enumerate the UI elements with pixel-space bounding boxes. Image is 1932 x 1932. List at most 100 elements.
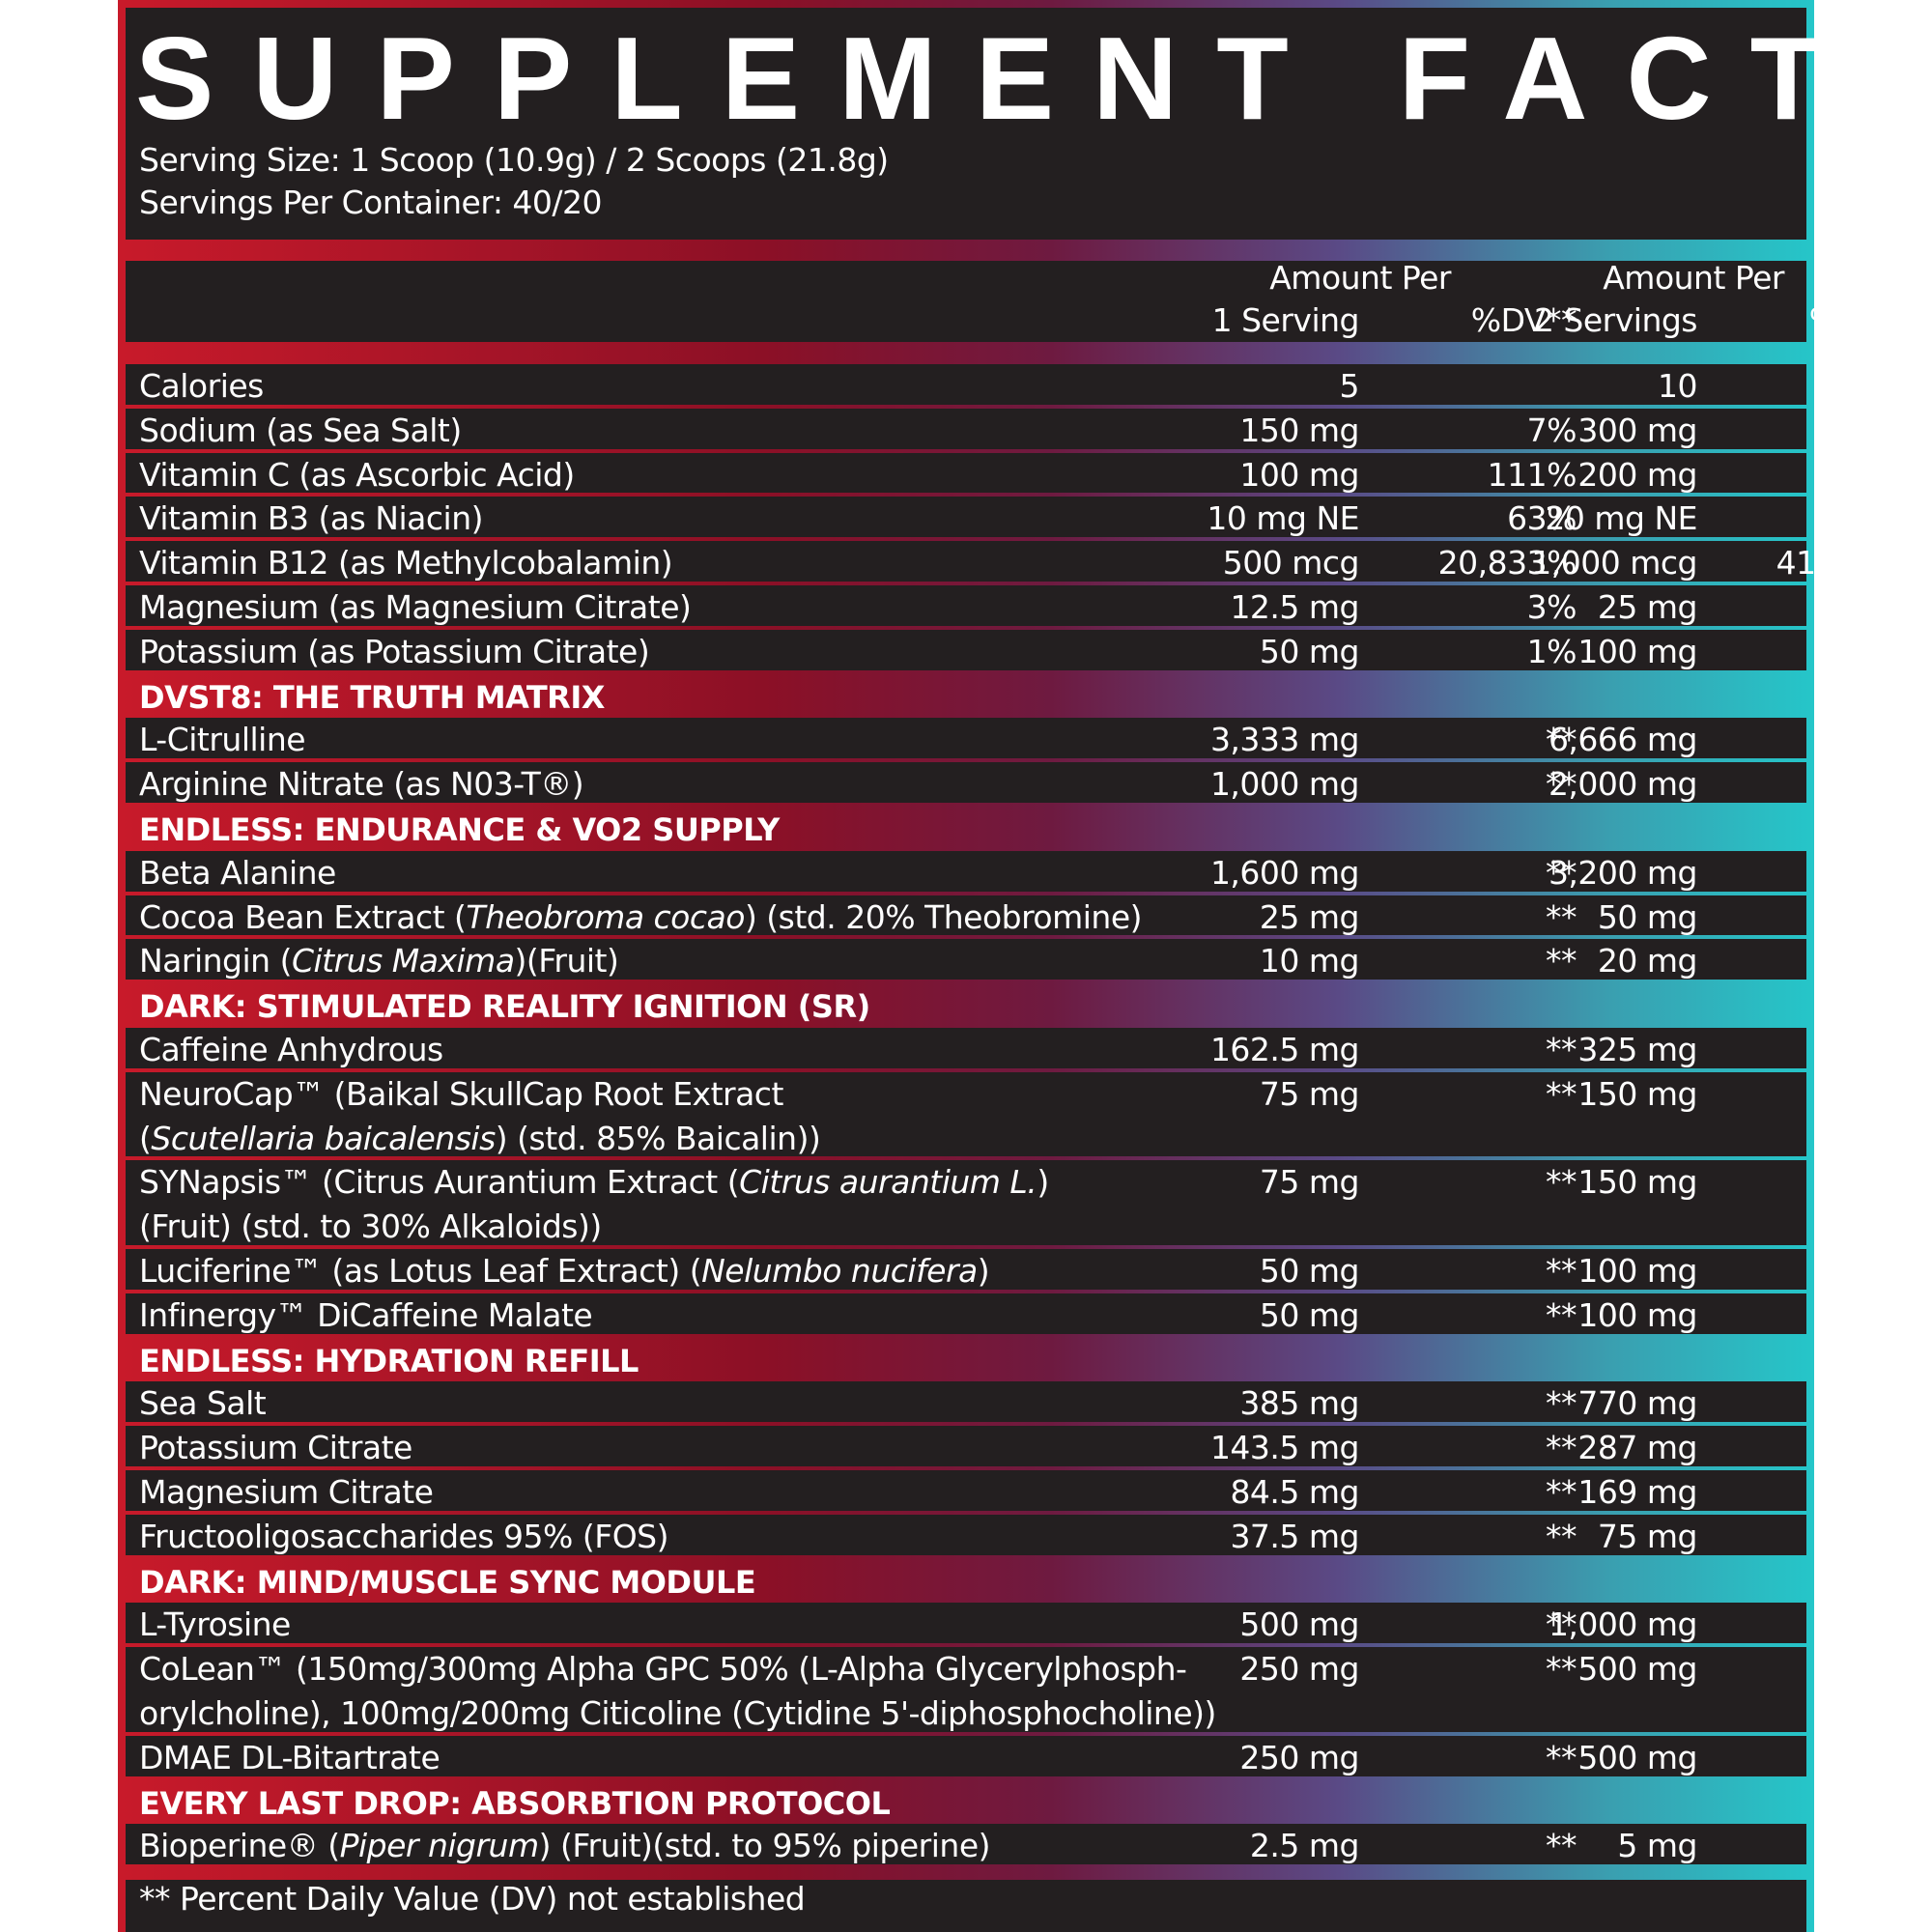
section-heading: ENDLESS: ENDURANCE & VO2 SUPPLY bbox=[139, 811, 780, 848]
dv-2-servings: ** bbox=[1884, 853, 1916, 892]
amount-1-header-line1: Amount Per bbox=[1269, 259, 1451, 297]
servings-per-container: Servings Per Container: 40/20 bbox=[139, 184, 603, 221]
ingredient-name: L-Citrulline bbox=[139, 721, 306, 759]
dv-1-serving: ** bbox=[1546, 1074, 1577, 1113]
section-heading: DARK: MIND/MUSCLE SYNC MODULE bbox=[139, 1563, 756, 1601]
ingredient-name: SYNapsis™ (Citrus Aurantium Extract (Cit… bbox=[139, 1163, 1049, 1202]
ingredient-name: Infinergy™ DiCaffeine Malate bbox=[139, 1295, 593, 1334]
amount-per-1-serving: 100 mg bbox=[1239, 455, 1359, 494]
dv-1-serving: ** bbox=[1546, 1031, 1577, 1068]
dv-1-serving: ** bbox=[1546, 1827, 1577, 1865]
dv-1-serving: ** bbox=[1546, 1429, 1577, 1467]
dv-2-servings: 2% bbox=[1864, 632, 1916, 670]
dv-2-servings: ** bbox=[1884, 942, 1916, 980]
dv-2-servings: ** bbox=[1884, 1163, 1916, 1202]
amount-per-1-serving: 50 mg bbox=[1259, 1295, 1360, 1334]
ingredient-name: L-Tyrosine bbox=[139, 1605, 291, 1644]
ingredient-name: Caffeine Anhydrous bbox=[139, 1031, 443, 1068]
amount-per-1-serving: 385 mg bbox=[1239, 1384, 1359, 1423]
ingredient-name: Sodium (as Sea Salt) bbox=[139, 411, 462, 449]
dv-1-serving: ** bbox=[1546, 942, 1577, 980]
dv-2-servings: ** bbox=[1884, 1827, 1916, 1865]
amount-per-1-serving: 12.5 mg bbox=[1230, 588, 1359, 626]
ingredient-name: Potassium (as Potassium Citrate) bbox=[139, 632, 650, 670]
amount-per-2-servings: 300 mg bbox=[1577, 411, 1697, 449]
dv-2-servings: ** bbox=[1884, 897, 1916, 936]
dv-2-servings: ** bbox=[1884, 1031, 1916, 1068]
amount-per-1-serving: 250 mg bbox=[1239, 1738, 1359, 1776]
ingredient-name-continued: (Fruit) (std. to 30% Alkaloids)) bbox=[139, 1208, 602, 1246]
amount-per-1-serving: 500 mg bbox=[1239, 1605, 1359, 1644]
table-row bbox=[126, 1514, 1806, 1555]
supplement-facts-panel: SUPPLEMENT FACTS Serving Size: 1 Scoop (… bbox=[118, 0, 1932, 1932]
amount-per-2-servings: 75 mg bbox=[1597, 1517, 1698, 1555]
amount-per-1-serving: 500 mcg bbox=[1222, 544, 1360, 582]
amount-per-1-serving: 1,000 mg bbox=[1209, 765, 1360, 804]
section-heading: ENDLESS: HYDRATION REFILL bbox=[139, 1342, 639, 1379]
amount-per-1-serving: 75 mg bbox=[1259, 1074, 1360, 1113]
amount-per-2-servings: 10 bbox=[1658, 367, 1698, 405]
amount-per-2-servings: 169 mg bbox=[1577, 1473, 1697, 1511]
table-row bbox=[126, 1470, 1806, 1511]
dv-1-header: %DV** bbox=[1470, 301, 1577, 339]
dv-2-servings: 125% bbox=[1825, 499, 1916, 538]
dv-2-servings: ** bbox=[1884, 1295, 1916, 1334]
table-row bbox=[126, 762, 1806, 803]
ingredient-name: Arginine Nitrate (as N03-T®) bbox=[139, 765, 584, 804]
amount-per-2-servings: 500 mg bbox=[1577, 1738, 1697, 1776]
amount-per-2-servings: 25 mg bbox=[1597, 588, 1698, 626]
ingredient-name: Vitamin B12 (as Methylcobalamin) bbox=[139, 544, 673, 582]
ingredient-name-continued: orylcholine), 100mg/200mg Citicoline (Cy… bbox=[139, 1694, 1216, 1732]
ingredient-name: DMAE DL-Bitartrate bbox=[139, 1738, 440, 1776]
table-row bbox=[126, 895, 1806, 936]
amount-per-2-servings: 500 mg bbox=[1577, 1650, 1697, 1689]
table-row bbox=[126, 452, 1806, 494]
amount-per-2-servings: 770 mg bbox=[1577, 1384, 1697, 1423]
dv-1-serving: 111% bbox=[1487, 455, 1577, 494]
amount-per-1-serving: 37.5 mg bbox=[1230, 1517, 1359, 1555]
dv-1-serving: ** bbox=[1546, 1163, 1577, 1202]
amount-2-header-line1: Amount Per bbox=[1603, 259, 1784, 297]
dv-2-servings: ** bbox=[1884, 1429, 1916, 1467]
section-heading: EVERY LAST DROP: ABSORBTION PROTOCOL bbox=[139, 1784, 891, 1822]
ingredient-name: Bioperine® (Piper nigrum) (Fruit)(std. t… bbox=[139, 1827, 991, 1865]
dv-2-servings: ** bbox=[1884, 1074, 1916, 1113]
dv-1-serving: 3% bbox=[1526, 588, 1577, 626]
ingredient-name: NeuroCap™ (Baikal SkullCap Root Extract bbox=[139, 1074, 783, 1113]
table-row bbox=[126, 850, 1806, 892]
amount-per-1-serving: 162.5 mg bbox=[1209, 1031, 1360, 1068]
amount-per-1-serving: 1,600 mg bbox=[1209, 853, 1360, 892]
ingredient-name: Naringin (Citrus Maxima)(Fruit) bbox=[139, 942, 619, 980]
table-row bbox=[126, 718, 1806, 759]
amount-per-2-servings: 5 mg bbox=[1617, 1827, 1697, 1865]
column-header-band bbox=[126, 261, 1806, 342]
dv-1-serving: ** bbox=[1546, 1295, 1577, 1334]
amount-per-2-servings: 1,000 mcg bbox=[1531, 544, 1697, 582]
dv-2-servings: ** bbox=[1884, 721, 1916, 759]
ingredient-name: Cocoa Bean Extract (Theobroma cocao) (st… bbox=[139, 897, 1143, 936]
facts-table: Calories 5 10 Sodium (as Sea Salt) 150 mg 7% 3… bbox=[118, 0, 1916, 1932]
ingredient-name: Vitamin C (as Ascorbic Acid) bbox=[139, 455, 575, 494]
table-row bbox=[126, 585, 1806, 626]
amount-per-2-servings: 100 mg bbox=[1577, 632, 1697, 670]
amount-per-1-serving: 250 mg bbox=[1239, 1650, 1359, 1689]
amount-per-2-servings: 20 mg bbox=[1597, 942, 1698, 980]
dv-2-servings: ** bbox=[1884, 1384, 1916, 1423]
dv-1-serving: ** bbox=[1546, 1473, 1577, 1511]
amount-per-1-serving: 75 mg bbox=[1259, 1163, 1360, 1202]
title-band bbox=[126, 8, 1806, 240]
table-row bbox=[126, 1028, 1806, 1068]
dv-1-serving: ** bbox=[1546, 897, 1577, 936]
amount-per-2-servings: 100 mg bbox=[1577, 1295, 1697, 1334]
dv-1-serving: ** bbox=[1546, 721, 1577, 759]
dv-2-servings: 6% bbox=[1864, 588, 1916, 626]
amount-per-1-serving: 5 bbox=[1339, 367, 1360, 405]
dv-2-servings: ** bbox=[1884, 1252, 1916, 1290]
ingredient-name-continued: (Scutellaria baicalensis) (std. 85% Baic… bbox=[139, 1119, 821, 1157]
ingredient-name: Potassium Citrate bbox=[139, 1429, 412, 1467]
amount-per-1-serving: 10 mg bbox=[1259, 942, 1360, 980]
ingredient-name: Vitamin B3 (as Niacin) bbox=[139, 499, 483, 538]
amount-per-1-serving: 25 mg bbox=[1259, 897, 1360, 936]
amount-per-2-servings: 150 mg bbox=[1577, 1163, 1697, 1202]
amount-per-1-serving: 2.5 mg bbox=[1249, 1827, 1360, 1865]
